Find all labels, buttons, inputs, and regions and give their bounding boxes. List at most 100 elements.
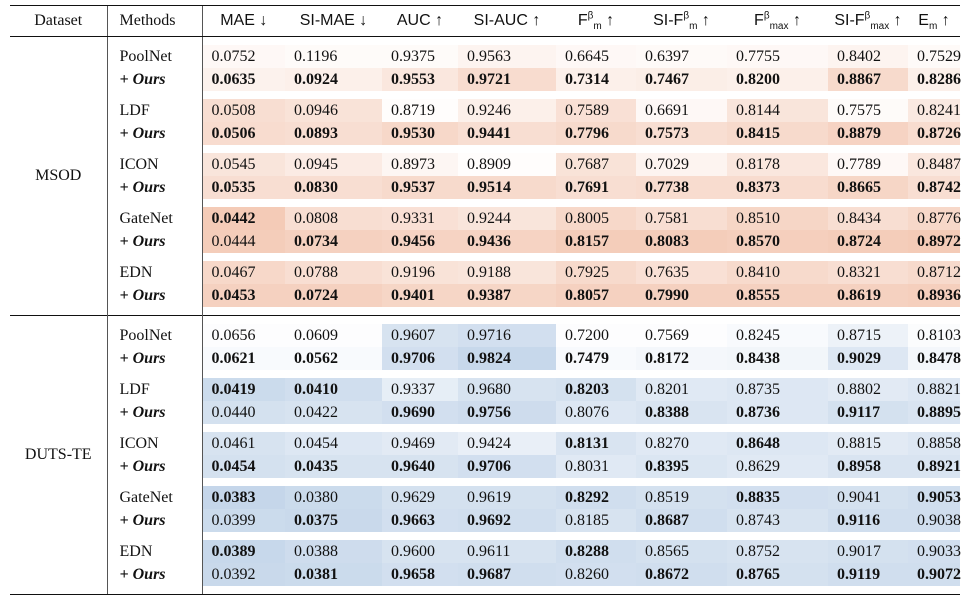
metric-cell: 0.8270: [636, 432, 727, 455]
method-name: + Ours: [107, 230, 203, 253]
metric-cell: 0.9619: [458, 486, 556, 509]
metric-cell: 0.8555: [727, 284, 828, 307]
metric-cell: 0.8743: [727, 509, 828, 532]
table-row: EDN 0.0389 0.0388 0.9600 0.9611 0.8288 0.8565 0…: [10, 540, 961, 563]
metric-cell: 0.9033: [908, 540, 961, 563]
metric-cell: 0.0388: [285, 540, 382, 563]
metric-cell: 0.8958: [828, 455, 908, 478]
metric-cell: 0.0461: [202, 432, 285, 455]
metric-cell: 0.0924: [285, 68, 382, 91]
table-row: GateNet 0.0383 0.0380 0.9629 0.9619 0.8292 0.8…: [10, 486, 961, 509]
metric-cell: 0.0381: [285, 563, 382, 586]
table-row: LDF 0.0419 0.0410 0.9337 0.9680 0.8203 0.8201 0…: [10, 378, 961, 401]
metric-cell: 0.8286: [908, 68, 961, 91]
metric-cell: 0.8879: [828, 122, 908, 145]
metric-cell: 0.8144: [727, 99, 828, 122]
metric-cell: 0.0440: [202, 401, 285, 424]
metric-cell: 0.8395: [636, 455, 727, 478]
metric-cell: 0.9041: [828, 486, 908, 509]
metric-cell: 0.9375: [382, 45, 458, 68]
metric-cell: 0.9658: [382, 563, 458, 586]
metric-cell: 0.8726: [908, 122, 961, 145]
method-name: + Ours: [107, 176, 203, 199]
metric-cell: 0.8005: [556, 207, 636, 230]
method-name: LDF: [107, 378, 203, 401]
metric-cell: 0.7029: [636, 153, 727, 176]
header-metric: AUC ↑: [382, 6, 458, 37]
table-row: + Ours 0.0399 0.0375 0.9663 0.9692 0.8185 0.86…: [10, 509, 961, 532]
metric-cell: 0.0562: [285, 347, 382, 370]
metric-cell: 0.9469: [382, 432, 458, 455]
metric-cell: 0.7479: [556, 347, 636, 370]
metric-cell: 0.9663: [382, 509, 458, 532]
metric-cell: 0.7581: [636, 207, 727, 230]
spacer-row: [10, 586, 960, 594]
metric-cell: 0.9456: [382, 230, 458, 253]
metric-cell: 0.8178: [727, 153, 828, 176]
method-name: EDN: [107, 540, 203, 563]
metric-cell: 0.8388: [636, 401, 727, 424]
metric-cell: 0.8815: [828, 432, 908, 455]
metric-cell: 0.8434: [828, 207, 908, 230]
header-dataset: Dataset: [10, 6, 108, 37]
metric-cell: 0.6397: [636, 45, 727, 68]
metric-cell: 0.9756: [458, 401, 556, 424]
method-name: + Ours: [107, 455, 203, 478]
metric-cell: 0.8973: [382, 153, 458, 176]
metric-cell: 0.9721: [458, 68, 556, 91]
metric-cell: 0.7589: [556, 99, 636, 122]
method-name: ICON: [107, 153, 203, 176]
metric-cell: 0.9424: [458, 432, 556, 455]
method-name: + Ours: [107, 68, 203, 91]
spacer-row: DUTS-TE: [10, 315, 960, 594]
metric-cell: 0.8629: [727, 455, 828, 478]
metric-cell: 0.9706: [458, 455, 556, 478]
table-row: LDF 0.0508 0.0946 0.8719 0.9246 0.7589 0.6691 0…: [10, 99, 961, 122]
metric-cell: 0.8478: [908, 347, 961, 370]
metric-cell: 0.0893: [285, 122, 382, 145]
metric-cell: 0.8519: [636, 486, 727, 509]
metric-cell: 0.8201: [636, 378, 727, 401]
spacer-row: [10, 253, 960, 261]
metric-cell: 0.0788: [285, 261, 382, 284]
metric-cell: 0.9331: [382, 207, 458, 230]
metric-cell: 0.0380: [285, 486, 382, 509]
metric-cell: 0.7789: [828, 153, 908, 176]
method-name: + Ours: [107, 509, 203, 532]
spacer-row: [10, 478, 960, 486]
method-name: + Ours: [107, 401, 203, 424]
metric-cell: 0.8619: [828, 284, 908, 307]
metric-cell: 0.9687: [458, 563, 556, 586]
table-row: ICON 0.0461 0.0454 0.9469 0.9424 0.8131 0.8270…: [10, 432, 961, 455]
method-name: + Ours: [107, 347, 203, 370]
method-name: PoolNet: [107, 45, 203, 68]
metric-cell: 0.9029: [828, 347, 908, 370]
metric-cell: 0.8157: [556, 230, 636, 253]
header-metric: SI-MAE ↓: [285, 6, 382, 37]
spacer-row: [10, 91, 960, 99]
metric-cell: 0.0392: [202, 563, 285, 586]
spacer-row: [10, 199, 960, 207]
header-metric: SI-Fβm ↑: [636, 6, 727, 37]
metric-cell: 0.8292: [556, 486, 636, 509]
metric-cell: 0.0506: [202, 122, 285, 145]
metric-cell: 0.9629: [382, 486, 458, 509]
metric-cell: 0.8735: [727, 378, 828, 401]
header-row: Dataset Methods MAE ↓ SI-MAE ↓ AUC ↑ SI-…: [10, 6, 960, 37]
metric-cell: 0.0399: [202, 509, 285, 532]
metric-cell: 0.9387: [458, 284, 556, 307]
metric-cell: 0.0734: [285, 230, 382, 253]
table-row: PoolNet 0.0656 0.0609 0.9607 0.9716 0.7200 0.7…: [10, 324, 961, 347]
metric-cell: 0.8687: [636, 509, 727, 532]
metric-cell: 0.0467: [202, 261, 285, 284]
spacer-row: MSOD: [10, 36, 960, 316]
metric-cell: 0.0808: [285, 207, 382, 230]
spacer-row: [10, 307, 960, 316]
method-name: ICON: [107, 432, 203, 455]
metric-cell: 0.7529: [908, 45, 961, 68]
metric-cell: 0.9038: [908, 509, 961, 532]
metric-cell: 0.1196: [285, 45, 382, 68]
metric-cell: 0.0435: [285, 455, 382, 478]
method-name: + Ours: [107, 563, 203, 586]
